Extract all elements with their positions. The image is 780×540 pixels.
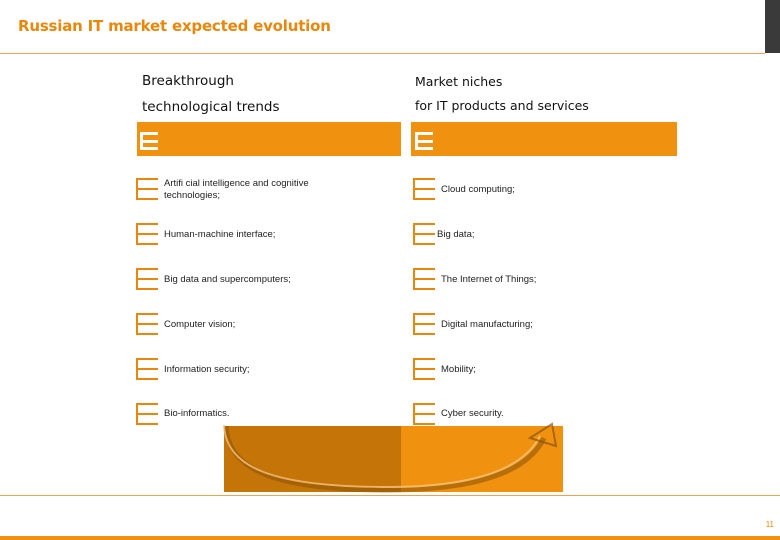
list-item: Information security; bbox=[136, 358, 386, 380]
right-item-text: Digital manufacturing; bbox=[441, 319, 533, 330]
list-item-icon bbox=[413, 223, 435, 245]
list-item-icon bbox=[136, 403, 158, 425]
right-item-text: Cyber security. bbox=[441, 408, 504, 419]
footer-divider bbox=[0, 495, 780, 496]
right-item-text: Big data; bbox=[437, 229, 475, 240]
list-item-icon bbox=[136, 178, 158, 200]
header-side-bar bbox=[765, 0, 780, 53]
right-item-text: Cloud computing; bbox=[441, 184, 515, 195]
slide-title: Russian IT market expected evolution bbox=[18, 17, 331, 35]
right-item-text: The Internet of Things; bbox=[441, 274, 537, 285]
list-item-icon bbox=[136, 358, 158, 380]
list-item: Artifi cial intelligence and cognitive t… bbox=[136, 178, 386, 201]
list-item: Big data and supercomputers; bbox=[136, 268, 386, 290]
list-icon bbox=[140, 132, 158, 150]
left-item-text: Bio-informatics. bbox=[164, 408, 230, 419]
list-item: Digital manufacturing; bbox=[413, 313, 663, 335]
list-item: Human-machine interface; bbox=[136, 223, 386, 245]
list-item-icon bbox=[413, 178, 435, 200]
left-item-text: Human-machine interface; bbox=[164, 229, 276, 240]
list-item-icon bbox=[413, 358, 435, 380]
left-item-text: Artifi cial intelligence and cognitive t… bbox=[164, 178, 309, 201]
left-item-text: Computer vision; bbox=[164, 319, 236, 330]
header-divider bbox=[0, 53, 765, 54]
list-item: Bio-informatics. bbox=[136, 403, 386, 425]
list-item: Cyber security. bbox=[413, 403, 663, 425]
list-item: Mobility; bbox=[413, 358, 663, 380]
left-heading-line1: Breakthrough bbox=[142, 73, 234, 89]
left-column-heading: Breakthrough technological trends bbox=[142, 68, 279, 120]
right-column-heading: Market niches for IT products and servic… bbox=[415, 70, 589, 118]
list-item-icon bbox=[136, 268, 158, 290]
left-item-text: Big data and supercomputers; bbox=[164, 274, 291, 285]
list-item: Cloud computing; bbox=[413, 178, 663, 200]
right-heading-line2: for IT products and services bbox=[415, 98, 589, 113]
list-item-icon bbox=[413, 403, 435, 425]
curved-arrow-icon bbox=[223, 422, 558, 493]
trends-base-block bbox=[224, 426, 401, 492]
list-item-icon bbox=[136, 223, 158, 245]
footer-bar bbox=[0, 536, 780, 540]
right-column-band bbox=[411, 122, 677, 156]
list-item-icon bbox=[413, 268, 435, 290]
list-icon bbox=[415, 132, 433, 150]
list-item: Computer vision; bbox=[136, 313, 386, 335]
list-item-icon bbox=[136, 313, 158, 335]
list-item: Big data; bbox=[413, 223, 663, 245]
list-item: The Internet of Things; bbox=[413, 268, 663, 290]
page-number: 11 bbox=[765, 520, 774, 529]
left-item-text: Information security; bbox=[164, 364, 250, 375]
right-heading-line1: Market niches bbox=[415, 74, 503, 89]
list-item-icon bbox=[413, 313, 435, 335]
left-column-band bbox=[137, 122, 401, 156]
left-heading-line2: technological trends bbox=[142, 99, 280, 115]
right-item-text: Mobility; bbox=[441, 364, 476, 375]
